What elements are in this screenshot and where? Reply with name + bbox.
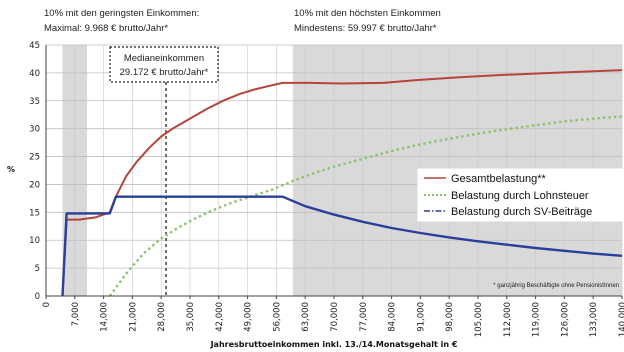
y-tick-label-1: 5 <box>35 264 40 274</box>
x-tick-label-15: 105,000 <box>474 302 484 337</box>
axes: 0 5 10 15 20 25 30 35 40 45 0 7,000 14,000 21,000 28,0… <box>29 41 624 337</box>
series-line-sv <box>61 195 623 297</box>
y-tick-label-2: 10 <box>29 236 40 246</box>
series-lines <box>61 69 623 297</box>
median-label-box <box>109 46 219 83</box>
x-tick-label-4: 28,000 <box>157 302 167 332</box>
legend-label-sv: Belastung durch SV-Beiträge <box>451 206 592 218</box>
x-tick-label-17: 119,000 <box>532 302 542 337</box>
median-label-line2: 29.172 € brutto/Jahr* <box>120 67 209 78</box>
x-tick-label-16: 112,000 <box>503 302 513 337</box>
x-tick-label-12: 84,000 <box>388 302 398 332</box>
y-tick-label-4: 20 <box>29 180 40 190</box>
x-tick-label-2: 14,000 <box>100 302 110 332</box>
y-tick-label-7: 35 <box>29 97 40 107</box>
y-tick-label-5: 25 <box>29 153 40 163</box>
median-label-line1: Medianeinkommen <box>124 53 204 64</box>
low-income-label-line2: Maximal: 9.968 € brutto/Jahr* <box>44 23 168 34</box>
series-line-lohnsteuer <box>108 115 623 297</box>
x-tick-label-10: 70,000 <box>330 302 340 332</box>
x-tick-label-9: 63,000 <box>301 302 311 332</box>
x-tick-label-7: 49,000 <box>244 302 254 332</box>
y-tick-label-6: 30 <box>29 125 40 135</box>
y-tick-label-9: 45 <box>29 41 40 51</box>
x-axis-title: Jahresbruttoeinkommen inkl. 13./14.Monat… <box>210 340 458 349</box>
x-tick-label-0: 0 <box>42 302 52 307</box>
legend-label-lohnsteuer: Belastung durch Lohnsteuer <box>451 190 589 202</box>
high-income-label-line1: 10% mit den höchsten Einkommen <box>294 8 441 19</box>
y-tick-label-8: 40 <box>29 69 40 79</box>
footnote: * ganzjährig Beschäftigte ohne Pensionis… <box>493 283 619 289</box>
x-tick-label-19: 133,000 <box>589 302 599 337</box>
y-tick-label-0: 0 <box>35 292 40 302</box>
y-axis-title: % <box>7 165 15 174</box>
x-tick-label-14: 98,000 <box>445 302 455 332</box>
x-tick-label-20: 140,000 <box>618 302 624 337</box>
legend-label-gesamt: Gesamtbelastung** <box>451 173 546 185</box>
x-tick-label-1: 7,000 <box>71 302 81 326</box>
low-income-label-line1: 10% mit den geringsten Einkommen: <box>44 8 199 19</box>
x-tick-label-11: 77,000 <box>359 302 369 332</box>
legend: Gesamtbelastung** Belastung durch Lohnst… <box>417 168 623 222</box>
legend-box <box>417 168 623 222</box>
x-tick-label-5: 35,000 <box>186 302 196 332</box>
x-tick-label-3: 21,000 <box>128 302 138 332</box>
y-tick-label-3: 15 <box>29 208 40 218</box>
x-tick-label-6: 42,000 <box>215 302 225 332</box>
x-tick-label-8: 56,000 <box>272 302 282 332</box>
high-income-label-line2: Mindestens: 59.997 € brutto/Jahr* <box>294 23 437 34</box>
x-tick-label-13: 91,000 <box>416 302 426 332</box>
x-tick-label-18: 126,000 <box>560 302 570 337</box>
